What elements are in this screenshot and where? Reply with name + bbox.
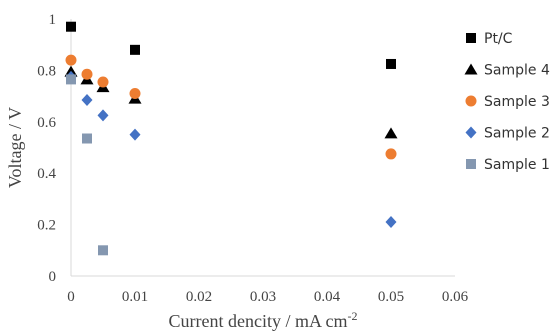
x-tick-label: 0.05 [378,289,404,305]
data-point-sample-3 [81,68,93,80]
x-tick-label: 0.02 [186,289,212,305]
data-point-sample-2 [385,216,397,229]
data-point-sample-1 [66,74,76,85]
x-axis-title-superscript: -2 [347,309,357,323]
legend-item-sample-4: Sample 4 [464,63,550,79]
data-point-sample-2 [129,128,141,141]
legend-item-pt-c: Pt/C [466,31,513,47]
y-tick-label: 0 [49,269,57,285]
legend-label: Sample 2 [484,126,550,142]
axes [70,19,455,277]
data-point-sample-1 [98,245,108,256]
x-tick-labels: 0 0.01 0.02 0.03 0.04 0.05 0.06 [67,289,468,305]
x-tick-label: 0.03 [250,289,276,305]
data-point-sample-3 [129,88,141,100]
data-point-sample-3 [65,54,77,66]
data-point-sample-4 [384,127,398,139]
legend-marker-sample-2 [465,126,477,139]
x-tick-label: 0.06 [442,289,469,305]
y-tick-label: 0.6 [37,115,56,131]
data-point-pt-c [66,21,76,32]
series-pt-c [66,21,396,69]
series-sample-4 [64,65,398,139]
legend-marker-sample-3 [465,95,477,107]
legend-item-sample-1: Sample 1 [466,157,550,173]
data-point-sample-2 [81,93,93,106]
legend-label: Sample 3 [484,94,550,110]
data-points [64,21,398,256]
data-point-sample-3 [385,148,397,160]
legend-marker-sample-1 [466,159,476,169]
data-point-sample-3 [97,76,109,88]
series-sample-3 [65,54,397,160]
y-tick-label: 0.2 [37,218,56,234]
y-tick-labels: 0 0.2 0.4 0.6 0.8 1 [37,12,56,285]
legend-label: Sample 1 [484,157,550,173]
legend-label: Pt/C [484,31,513,47]
series-sample-2 [65,70,397,229]
series-sample-1 [66,74,108,256]
legend-marker-pt-c [466,33,476,43]
y-tick-label: 0.8 [37,63,56,79]
x-axis-title: Current dencity / mA cm-2 [169,309,358,331]
data-point-sample-2 [97,109,109,122]
legend-item-sample-3: Sample 3 [465,94,550,110]
x-tick-label: 0 [67,289,75,305]
data-point-pt-c [386,58,396,69]
data-point-sample-1 [82,133,92,144]
legend: Pt/C Sample 4 Sample 3 Sample 2 Sample 1 [464,31,550,173]
x-tick-label: 0.01 [122,289,148,305]
y-axis-title: Voltage / V [5,107,25,188]
legend-label: Sample 4 [484,63,550,79]
x-tick-label: 0.04 [314,289,341,305]
data-point-pt-c [130,44,140,55]
y-tick-label: 0.4 [37,166,56,182]
legend-marker-sample-4 [464,63,478,75]
x-axis-title-text: Current dencity / mA cm [169,311,348,331]
y-tick-label: 1 [49,12,57,28]
legend-item-sample-2: Sample 2 [465,126,550,142]
